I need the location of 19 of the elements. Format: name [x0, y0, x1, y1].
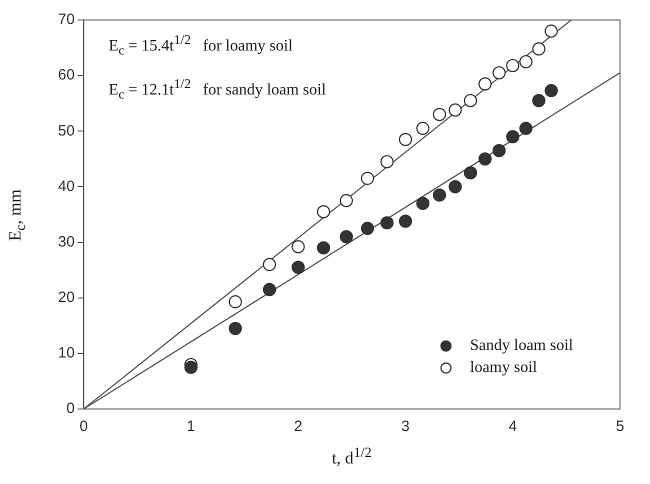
x-tick-label: 4 [508, 418, 517, 436]
y-tick-label: 40 [58, 178, 75, 195]
x-tick-label: 5 [616, 418, 624, 436]
x-tick-label: 3 [401, 418, 410, 436]
y-tick-label: 10 [58, 344, 75, 362]
y-tick-label: 70 [58, 11, 75, 28]
y-tick-label: 30 [58, 233, 75, 250]
y-tick-label: 0 [66, 400, 75, 418]
x-axis-title: t, d$^{1/2}$ [332, 445, 372, 469]
y-tick-label: 20 [58, 289, 75, 306]
legend-label: Sandy loam soil [470, 337, 574, 354]
x-tick-label: 1 [186, 418, 196, 436]
legend-label: loamy soil [470, 359, 538, 376]
annotation: E$_{c}$ = 12.1t$^{1/2}$ for sandy loam soil [108, 76, 326, 103]
y-tick-label: 50 [58, 122, 75, 140]
x-tick-label: 2 [294, 418, 302, 436]
y-tick-label: 60 [58, 66, 75, 84]
x-tick-label: 0 [80, 418, 88, 436]
annotation: E$_{c}$ = 15.4t$^{1/2}$ for loamy soil [108, 32, 293, 59]
